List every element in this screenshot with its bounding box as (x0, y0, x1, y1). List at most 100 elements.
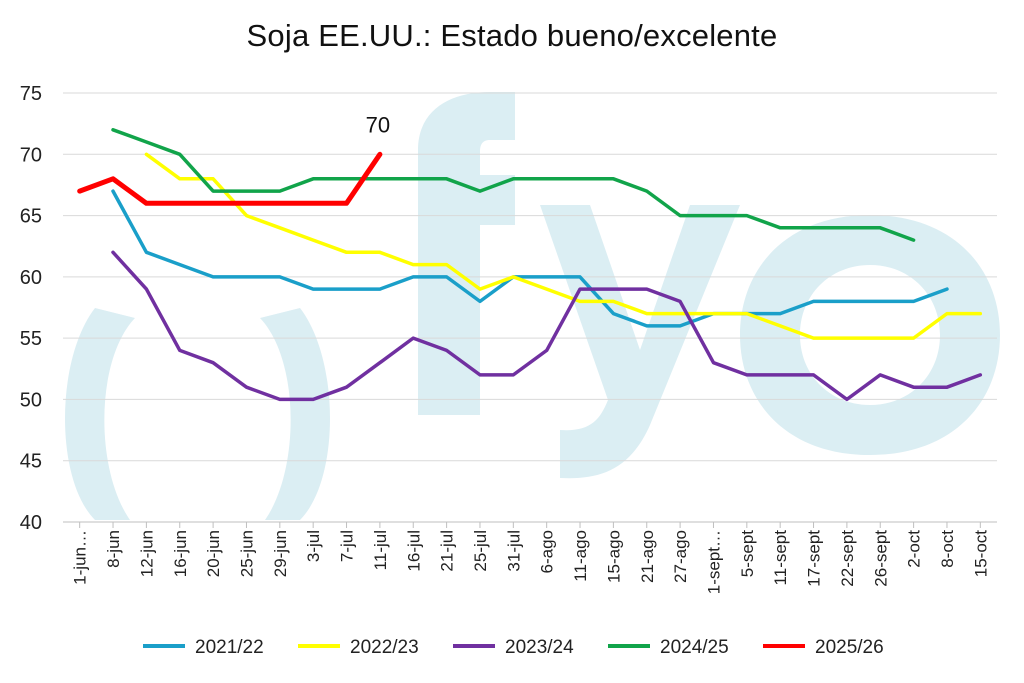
data-point (446, 264, 448, 266)
series-2024-25 (111, 128, 916, 242)
data-point (946, 386, 948, 388)
x-tick-label: 1-sept… (704, 530, 723, 594)
x-tick-label: 17-sept (805, 530, 824, 587)
data-point (179, 178, 181, 180)
data-point (479, 374, 481, 376)
y-tick-label: 65 (20, 206, 42, 228)
data-point (312, 239, 314, 241)
data-point (346, 178, 347, 180)
data-point (612, 300, 614, 302)
data-point (279, 190, 281, 192)
data-point (612, 288, 614, 290)
x-tick-label: 15-ago (604, 530, 623, 583)
data-point (446, 349, 448, 351)
data-point (179, 264, 181, 266)
data-point (212, 202, 214, 204)
data-point (412, 276, 414, 278)
x-tick-label: 21-ago (638, 530, 657, 583)
data-point (846, 337, 848, 339)
data-point (179, 349, 181, 351)
data-point (379, 153, 381, 155)
data-point (679, 325, 681, 327)
watermark-logo (65, 92, 1000, 520)
data-point (612, 178, 614, 180)
legend-item: 2025/26 (763, 637, 884, 658)
data-point (646, 190, 648, 192)
data-point (279, 398, 281, 400)
x-tick-label: 8-oct (938, 530, 957, 568)
data-point (379, 288, 381, 290)
x-tick-label: 11-ago (571, 530, 590, 582)
data-point (179, 202, 181, 204)
data-point (946, 313, 948, 315)
data-point (312, 202, 314, 204)
data-point (279, 202, 281, 204)
data-point (179, 153, 181, 155)
data-point (879, 227, 881, 229)
y-axis: 40 45 50 55 60 65 70 75 (20, 83, 42, 534)
data-point (512, 178, 514, 180)
x-tick-label: 5-sept (738, 530, 757, 578)
legend-label: 2023/24 (505, 637, 574, 658)
data-point (212, 276, 214, 278)
data-point (312, 288, 314, 290)
data-point (746, 374, 748, 376)
data-point (479, 300, 481, 302)
x-tick-label: 26-sept (871, 530, 890, 587)
data-point (346, 288, 347, 290)
data-point (979, 374, 981, 376)
data-point (145, 141, 147, 143)
x-tick-label: 11-jul (371, 530, 390, 570)
y-tick-label: 75 (20, 83, 42, 105)
data-label: 70 (366, 112, 390, 137)
data-point (412, 178, 414, 180)
data-point (112, 129, 114, 131)
legend-label: 2025/26 (815, 637, 884, 658)
data-point (879, 374, 881, 376)
data-point (379, 251, 381, 253)
data-point (145, 251, 147, 253)
data-point (679, 215, 681, 217)
data-point (79, 190, 81, 192)
data-point (813, 300, 814, 302)
data-point (679, 300, 681, 302)
data-point (713, 362, 714, 364)
data-point (112, 178, 114, 180)
data-point (379, 362, 381, 364)
data-point (212, 362, 214, 364)
data-point (646, 313, 648, 315)
data-point (279, 227, 281, 229)
y-tick-label: 70 (20, 144, 42, 166)
x-tick-label: 8-jun (104, 530, 123, 568)
y-tick-label: 60 (20, 267, 42, 289)
x-tick-label: 22-sept (838, 530, 857, 587)
data-point (779, 227, 781, 229)
data-point (779, 313, 781, 315)
x-tick-label: 21-jul (438, 530, 457, 572)
data-point (579, 276, 581, 278)
y-tick-label: 55 (20, 328, 42, 350)
data-point (713, 313, 714, 315)
data-point (879, 300, 881, 302)
x-tick-label: 11-sept (771, 530, 790, 586)
data-point (246, 215, 247, 217)
legend-item: 2023/24 (453, 637, 574, 658)
data-point (779, 325, 781, 327)
data-point (112, 251, 114, 253)
gridlines (63, 92, 997, 523)
y-tick-label: 40 (20, 512, 42, 534)
series-lines (77, 128, 983, 402)
data-point (546, 349, 548, 351)
data-point (312, 178, 314, 180)
data-point (346, 386, 347, 388)
data-point (746, 215, 748, 217)
data-point (612, 313, 614, 315)
x-tick-label: 16-jul (404, 530, 423, 572)
x-axis: 1-jun… 8-jun 12-jun 16-jun 20-jun 25-jun 29-ju… (71, 522, 990, 594)
data-point (446, 178, 448, 180)
legend-item: 2024/25 (608, 637, 729, 658)
x-tick-label: 25-jun (237, 530, 256, 577)
series-line (77, 151, 383, 206)
